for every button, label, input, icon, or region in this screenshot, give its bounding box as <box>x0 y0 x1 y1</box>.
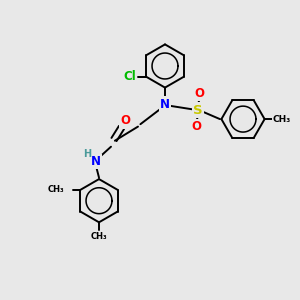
Text: CH₃: CH₃ <box>91 232 107 241</box>
Text: O: O <box>194 87 205 100</box>
Text: Cl: Cl <box>123 70 136 83</box>
Text: CH₃: CH₃ <box>273 115 291 124</box>
Text: N: N <box>91 155 101 168</box>
Text: S: S <box>193 103 203 117</box>
Text: N: N <box>160 98 170 111</box>
Text: H: H <box>83 149 91 159</box>
Text: O: O <box>120 114 130 128</box>
Text: O: O <box>191 120 202 133</box>
Text: CH₃: CH₃ <box>48 185 65 194</box>
